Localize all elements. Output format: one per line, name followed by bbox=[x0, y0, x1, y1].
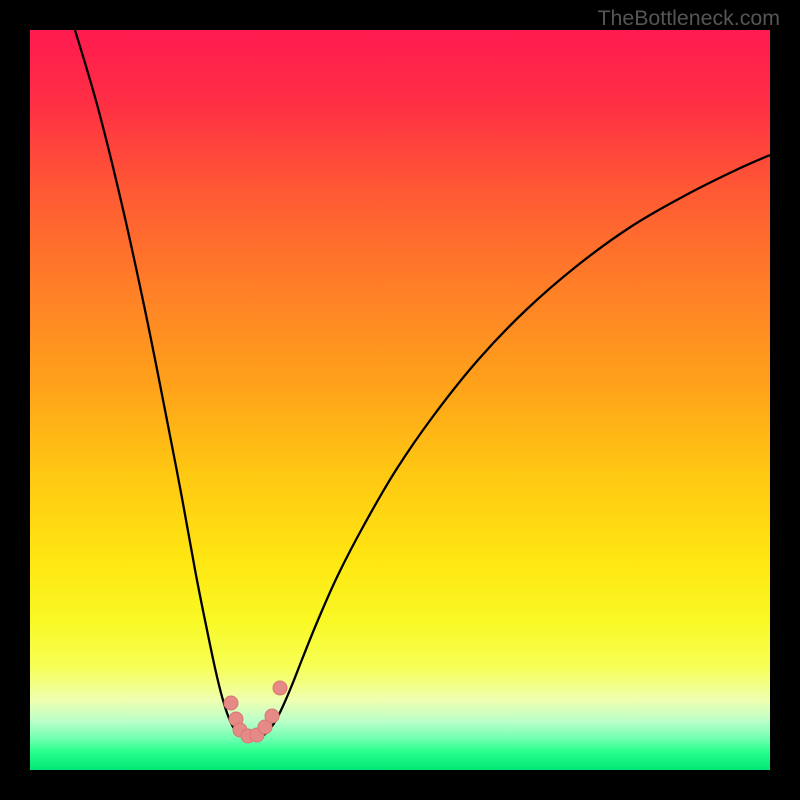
data-marker bbox=[224, 696, 238, 710]
curve-layer bbox=[30, 30, 770, 770]
data-marker bbox=[265, 709, 279, 723]
bottleneck-curve-right bbox=[252, 155, 770, 739]
marker-group bbox=[224, 681, 287, 743]
plot-area bbox=[30, 30, 770, 770]
bottleneck-curve-left bbox=[75, 30, 252, 739]
data-marker bbox=[273, 681, 287, 695]
watermark-text: TheBottleneck.com bbox=[597, 6, 780, 31]
